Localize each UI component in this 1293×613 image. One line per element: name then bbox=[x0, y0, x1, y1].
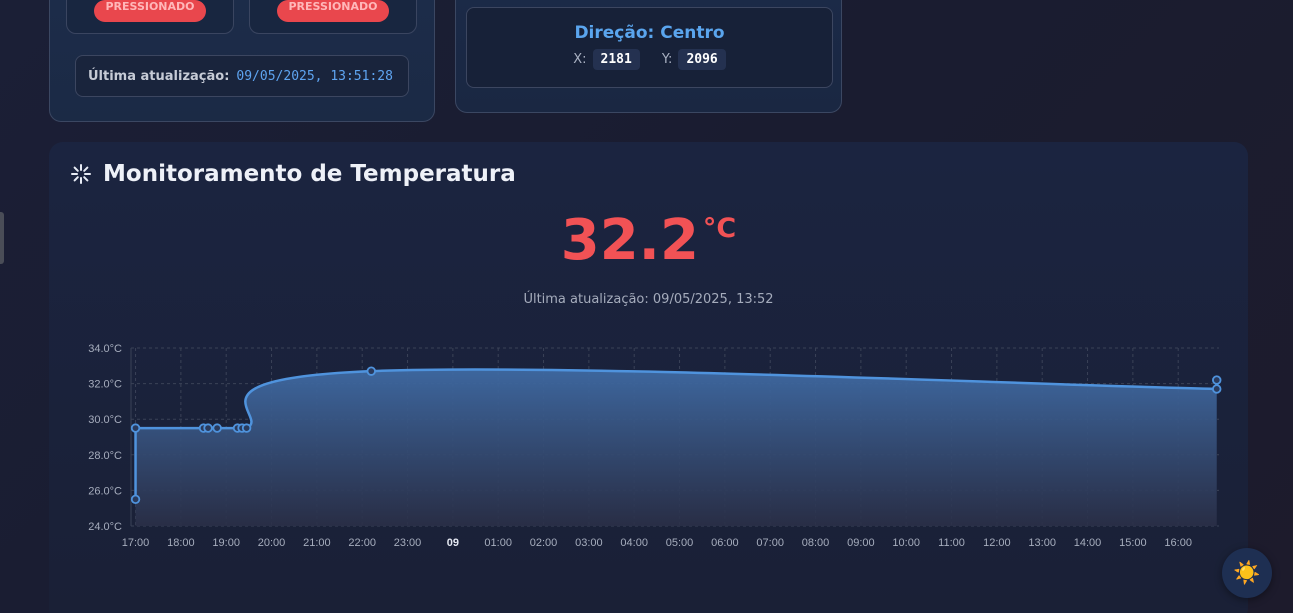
current-temperature: 32.2 °C bbox=[49, 208, 1248, 273]
data-point[interactable] bbox=[366, 366, 376, 376]
x-tick-label: 09:00 bbox=[847, 537, 875, 549]
y-tick-label: 32.0°C bbox=[88, 379, 122, 391]
x-tick-label: 17:00 bbox=[122, 537, 150, 549]
joystick-direction: Direção: Centro bbox=[574, 23, 725, 43]
x-tick-label: 05:00 bbox=[666, 537, 694, 549]
x-tick-label: 21:00 bbox=[303, 537, 331, 549]
x-tick-label: 22:00 bbox=[348, 537, 376, 549]
x-tick-label: 15:00 bbox=[1119, 537, 1147, 549]
button-1-status-box: PRESSIONADO bbox=[66, 0, 234, 34]
x-tick-label: 18:00 bbox=[167, 537, 195, 549]
button-2-status-box: PRESSIONADO bbox=[249, 0, 417, 34]
side-edge-handle[interactable] bbox=[0, 212, 4, 264]
loader-icon bbox=[71, 164, 91, 184]
temperature-last-update: Última atualização: 09/05/2025, 13:52 bbox=[523, 292, 774, 307]
x-tick-label: 11:00 bbox=[938, 537, 965, 549]
data-point[interactable] bbox=[130, 423, 141, 433]
temperature-value: 32.2 bbox=[560, 208, 699, 273]
y-tick-label: 34.0°C bbox=[88, 343, 122, 355]
x-tick-label: 04:00 bbox=[620, 537, 648, 549]
x-tick-label: 03:00 bbox=[575, 537, 603, 549]
pressed-badge: PRESSIONADO bbox=[277, 0, 389, 22]
temperature-title: Monitoramento de Temperatura bbox=[70, 161, 516, 187]
data-point[interactable] bbox=[241, 423, 252, 433]
x-tick-label: 23:00 bbox=[394, 537, 422, 549]
buttons-card: PRESSIONADO PRESSIONADO Última atualizaç… bbox=[49, 0, 435, 122]
x-tick-label: 10:00 bbox=[892, 537, 920, 549]
x-tick-label: 13:00 bbox=[1028, 537, 1056, 549]
joystick-card: Direção: Centro X: 2181 Y: 2096 bbox=[455, 0, 842, 113]
joystick-coordinates: X: 2181 Y: 2096 bbox=[467, 49, 832, 70]
y-label: Y: bbox=[661, 52, 673, 67]
x-tick-label: 12:00 bbox=[983, 537, 1011, 549]
last-update-value: 09/05/2025, 13:51:28 bbox=[236, 68, 393, 84]
x-value: 2181 bbox=[592, 49, 640, 70]
x-tick-label: 06:00 bbox=[711, 537, 739, 549]
x-tick-label: 14:00 bbox=[1074, 537, 1102, 549]
data-point[interactable] bbox=[203, 423, 213, 433]
last-update-label: Última atualização: bbox=[88, 68, 230, 84]
y-tick-label: 24.0°C bbox=[88, 521, 122, 533]
temperature-unit: °C bbox=[702, 213, 737, 244]
x-tick-label: 09 bbox=[447, 537, 459, 549]
y-value: 2096 bbox=[678, 49, 726, 70]
y-tick-label: 26.0°C bbox=[88, 485, 122, 497]
sun-icon: ☀️ bbox=[1233, 560, 1261, 586]
pressed-badge: PRESSIONADO bbox=[94, 0, 206, 22]
x-label: X: bbox=[573, 52, 587, 67]
x-tick-label: 01:00 bbox=[484, 537, 512, 549]
data-point[interactable] bbox=[212, 423, 222, 433]
x-tick-label: 02:00 bbox=[530, 537, 558, 549]
x-tick-label: 07:00 bbox=[756, 537, 784, 549]
theme-toggle-button[interactable]: ☀️ bbox=[1222, 548, 1272, 598]
data-point[interactable] bbox=[130, 494, 141, 504]
joystick-readout: Direção: Centro X: 2181 Y: 2096 bbox=[466, 7, 833, 88]
temperature-area bbox=[135, 369, 1217, 526]
x-tick-label: 19:00 bbox=[212, 537, 240, 549]
y-tick-label: 30.0°C bbox=[88, 414, 122, 426]
data-point[interactable] bbox=[1212, 375, 1222, 385]
x-tick-label: 20:00 bbox=[258, 537, 286, 549]
x-tick-label: 16:00 bbox=[1164, 537, 1192, 549]
temperature-chart: 24.0°C 26.0°C 28.0°C 30.0°C 32.0°C 34.0°C 17:… bbox=[88, 343, 1222, 549]
temperature-card: Monitoramento de Temperatura 32.2 °C Últi… bbox=[49, 142, 1248, 613]
data-point[interactable] bbox=[1212, 384, 1222, 394]
y-tick-label: 28.0°C bbox=[88, 450, 122, 462]
x-tick-label: 08:00 bbox=[802, 537, 830, 549]
last-update-box: Última atualização: 09/05/2025, 13:51:28 bbox=[75, 55, 409, 97]
temperature-title-text: Monitoramento de Temperatura bbox=[103, 161, 516, 187]
